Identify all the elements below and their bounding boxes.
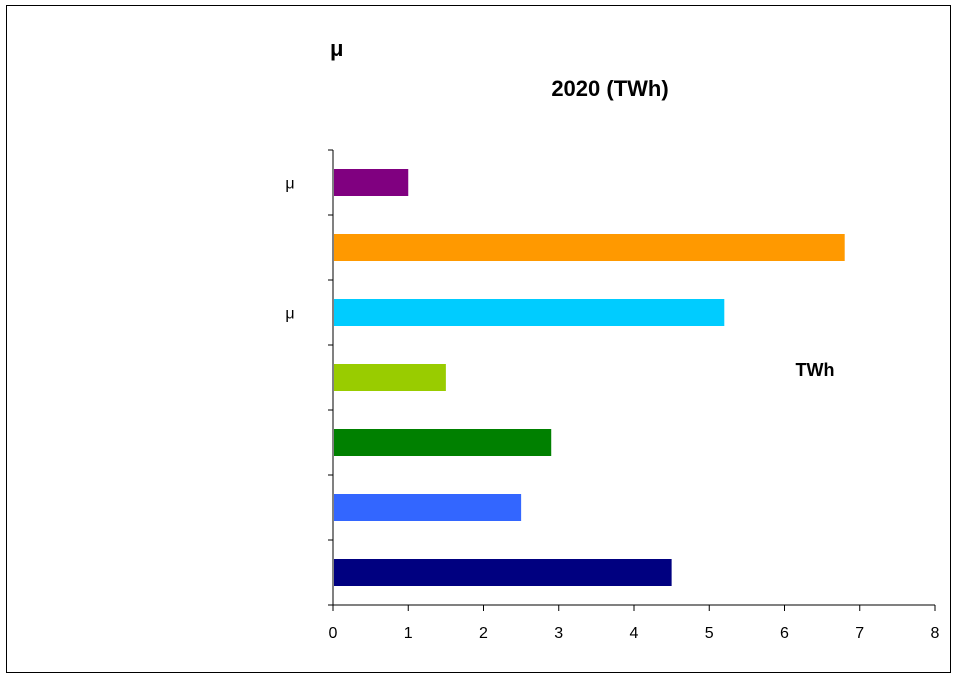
x-tick-label: 0	[329, 625, 338, 642]
x-tick-label: 1	[404, 625, 413, 642]
bar	[334, 169, 409, 196]
x-tick-label: 8	[931, 625, 940, 642]
chart-title: 2020 (TWh)	[551, 76, 668, 101]
x-tick-label: 6	[780, 625, 789, 642]
x-tick-label: 7	[855, 625, 864, 642]
bar	[334, 494, 522, 521]
x-tick-label: 5	[705, 625, 714, 642]
bar	[334, 234, 845, 261]
x-tick-label: 2	[479, 625, 488, 642]
plot-area: 0 1 2 3 4 5 6 7 8 μ μ	[285, 149, 940, 642]
y-tick-label: μ	[285, 176, 294, 193]
x-tick-label: 3	[554, 625, 563, 642]
unit-annotation: TWh	[796, 360, 835, 380]
bar	[334, 559, 672, 586]
chart-title-symbol: μ	[330, 36, 343, 61]
chart-frame	[6, 5, 951, 673]
bar	[334, 364, 446, 391]
x-tick-label: 4	[630, 625, 639, 642]
bar	[334, 429, 552, 456]
y-tick-label: μ	[285, 306, 294, 323]
bar	[334, 299, 725, 326]
